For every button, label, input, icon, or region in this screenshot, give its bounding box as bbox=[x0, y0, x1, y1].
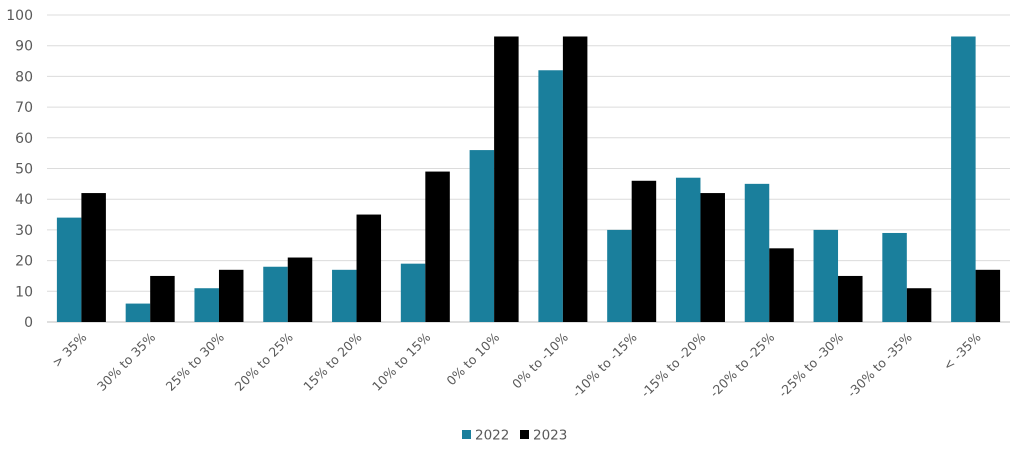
bar-2022-10 bbox=[744, 183, 770, 322]
y-tick-label: 60 bbox=[15, 131, 33, 147]
x-tick-label: -25% to -30% bbox=[775, 329, 846, 400]
bar-2023-3 bbox=[287, 257, 313, 322]
x-axis-ticks: > 35% 30% to 35% 25% to 30% 20% to 25% 15% t… bbox=[49, 329, 984, 400]
x-tick-label: < -35% bbox=[940, 329, 984, 373]
y-tick-label: 70 bbox=[15, 100, 33, 116]
bar-2022-7 bbox=[538, 70, 563, 322]
x-tick-label: 25% to 30% bbox=[163, 329, 227, 393]
bar-2022-3 bbox=[263, 266, 288, 322]
y-tick-label: 100 bbox=[6, 8, 33, 24]
gridlines bbox=[47, 14, 1010, 323]
y-tick-label: 40 bbox=[15, 192, 33, 208]
y-tick-label: 20 bbox=[15, 254, 33, 270]
bar-2023-12 bbox=[906, 288, 932, 322]
y-tick-label: 30 bbox=[15, 223, 33, 239]
bar-2023-11 bbox=[838, 275, 863, 322]
bar-2023-13 bbox=[975, 269, 1001, 322]
legend-label: 2022 bbox=[475, 428, 509, 444]
y-tick-label: 50 bbox=[15, 162, 33, 178]
x-tick-label: 15% to 20% bbox=[300, 329, 364, 393]
bar-2023-2 bbox=[218, 269, 244, 322]
bar-2022-9 bbox=[675, 177, 701, 322]
bar-2023-7 bbox=[562, 36, 588, 323]
bar-2022-12 bbox=[882, 232, 907, 322]
legend-label: 2023 bbox=[533, 428, 567, 444]
x-tick-label: -30% to -35% bbox=[844, 329, 915, 400]
bar-2022-5 bbox=[400, 263, 426, 322]
bar-2022-13 bbox=[951, 36, 976, 323]
bar-2023-9 bbox=[700, 193, 725, 322]
x-tick-label: -10% to -15% bbox=[569, 329, 640, 400]
bar-2022-11 bbox=[813, 229, 839, 322]
y-tick-label: 0 bbox=[24, 315, 33, 331]
bar-2023-8 bbox=[631, 180, 657, 322]
bar-2022-4 bbox=[332, 269, 357, 322]
x-tick-label: 0% to 10% bbox=[443, 329, 502, 388]
x-tick-label: -15% to -20% bbox=[638, 329, 709, 400]
x-tick-label: 30% to 35% bbox=[94, 329, 158, 393]
bar-2022-8 bbox=[607, 229, 632, 322]
bar-2022-2 bbox=[194, 288, 219, 322]
x-tick-label: > 35% bbox=[49, 329, 90, 370]
bar-2023-4 bbox=[356, 214, 382, 322]
bar-2023-0 bbox=[81, 193, 106, 322]
y-tick-label: 10 bbox=[15, 284, 33, 300]
legend: 2022 2023 bbox=[462, 428, 567, 444]
legend-swatch-2023 bbox=[520, 430, 529, 439]
x-tick-label: 20% to 25% bbox=[231, 329, 295, 393]
bar-2022-6 bbox=[469, 150, 495, 322]
legend-swatch-2022 bbox=[462, 430, 471, 439]
bars bbox=[56, 36, 1001, 323]
bar-2023-6 bbox=[494, 36, 519, 323]
bar-2023-5 bbox=[425, 171, 450, 322]
bar-2023-10 bbox=[769, 248, 794, 322]
y-tick-label: 90 bbox=[15, 39, 33, 55]
y-tick-label: 80 bbox=[15, 69, 33, 85]
bar-2022-1 bbox=[125, 303, 151, 322]
bar-2023-1 bbox=[150, 275, 175, 322]
y-axis-ticks: 0 10 20 30 40 50 60 70 80 90 100 bbox=[6, 8, 33, 331]
x-tick-label: -20% to -25% bbox=[707, 329, 778, 400]
x-tick-label: 10% to 15% bbox=[369, 329, 433, 393]
x-tick-label: 0% to -10% bbox=[509, 329, 571, 391]
bar-2022-0 bbox=[56, 217, 82, 322]
